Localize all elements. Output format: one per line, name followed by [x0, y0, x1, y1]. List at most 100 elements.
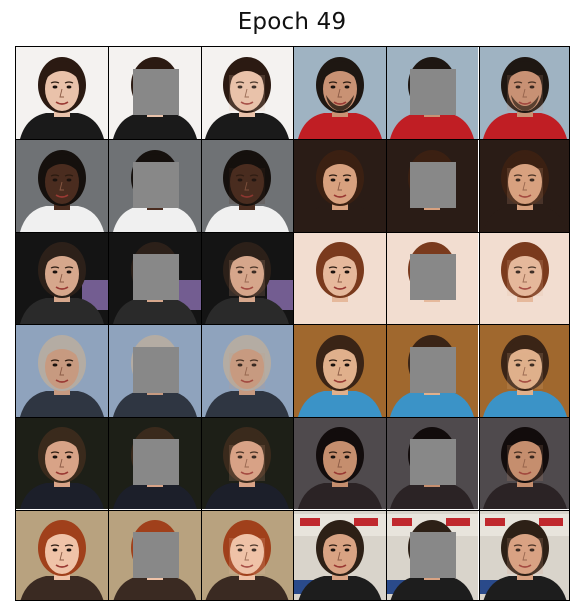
original-image	[293, 232, 386, 325]
mouth	[55, 564, 69, 568]
reconstruction-tint	[507, 352, 543, 389]
shoulders	[297, 205, 382, 232]
hair-top	[321, 431, 358, 452]
eyebrow	[328, 359, 338, 362]
masked-image	[386, 510, 479, 600]
shoulders	[483, 205, 567, 232]
eyebrow	[513, 266, 523, 269]
mouth	[518, 471, 532, 476]
eyebrow	[342, 451, 352, 454]
nose	[244, 459, 250, 468]
reconstruction-tint	[229, 538, 266, 574]
eye	[66, 548, 72, 552]
hair-top	[321, 246, 358, 267]
shoulders	[112, 113, 197, 139]
original-image	[16, 47, 108, 139]
eyebrow	[527, 173, 537, 177]
shoulders	[297, 298, 382, 325]
grid-divider	[108, 47, 110, 600]
eyebrow	[342, 544, 352, 547]
mouth	[55, 101, 69, 105]
eye	[251, 178, 257, 182]
shoulders	[297, 483, 382, 510]
eyebrow	[249, 173, 259, 177]
reconstructed-image	[201, 510, 294, 600]
eye	[237, 548, 243, 552]
hair-top	[507, 246, 543, 267]
eyebrow	[50, 359, 60, 362]
grid-divider	[293, 47, 295, 600]
shoulders	[483, 483, 567, 510]
nose	[337, 181, 342, 191]
shoulders	[205, 205, 290, 232]
mask-square	[410, 346, 457, 393]
shoulders	[113, 576, 196, 600]
nose	[244, 366, 250, 376]
original-image	[16, 232, 108, 325]
nose	[244, 274, 250, 283]
reconstructed-image	[479, 510, 569, 600]
reconstructed-image	[479, 139, 569, 232]
original-image	[293, 139, 386, 232]
hair-top	[321, 524, 358, 544]
eyebrow	[249, 81, 259, 84]
reconstructed-image	[201, 232, 294, 325]
shoulders	[112, 390, 197, 417]
eyebrow	[342, 359, 352, 362]
eye	[237, 85, 243, 89]
mouth	[518, 193, 532, 198]
shoulders	[483, 298, 567, 325]
masked-image	[108, 47, 201, 139]
eyebrow	[50, 266, 60, 269]
eyebrow	[249, 359, 259, 362]
hair-top	[44, 153, 80, 174]
hair-top	[229, 431, 266, 452]
mouth	[240, 564, 254, 568]
shoulders	[391, 576, 474, 600]
original-image	[293, 417, 386, 510]
eyebrow	[64, 81, 74, 84]
shoulders	[112, 205, 197, 232]
reconstructed-image	[479, 417, 569, 510]
eyebrow	[235, 359, 245, 362]
hair-top	[44, 431, 80, 452]
masked-image	[386, 232, 479, 325]
mouth	[55, 193, 69, 198]
eye	[66, 270, 72, 274]
reconstructed-image	[201, 47, 294, 139]
reconstructed-image	[479, 232, 569, 325]
reconstruction-tint	[229, 75, 266, 111]
banner-mark	[392, 518, 413, 526]
mouth	[55, 471, 69, 476]
eye	[251, 363, 257, 367]
nose	[337, 366, 342, 376]
mouth	[333, 471, 347, 476]
reconstruction-tint	[229, 445, 266, 482]
nose	[522, 551, 527, 561]
nose	[244, 88, 250, 98]
shoulders	[205, 113, 290, 139]
original-image	[16, 417, 108, 510]
reconstruction-tint	[229, 352, 266, 389]
original-image	[293, 324, 386, 417]
mask-square	[410, 69, 457, 115]
mask-square	[132, 439, 179, 486]
grid-divider	[16, 416, 569, 418]
eye	[52, 85, 58, 89]
eye	[251, 270, 257, 274]
shoulders	[205, 483, 290, 510]
eyebrow	[235, 266, 245, 269]
eyebrow	[50, 173, 60, 177]
mouth	[240, 193, 254, 198]
masked-image	[386, 47, 479, 139]
shoulders	[390, 113, 475, 139]
eye	[66, 85, 72, 89]
eye	[66, 178, 72, 182]
eye	[515, 363, 521, 367]
eye	[529, 270, 535, 274]
hair-top	[507, 338, 543, 359]
nose	[59, 274, 64, 283]
shoulders	[205, 576, 289, 600]
shoulders	[298, 576, 382, 600]
eyebrow	[328, 173, 338, 177]
